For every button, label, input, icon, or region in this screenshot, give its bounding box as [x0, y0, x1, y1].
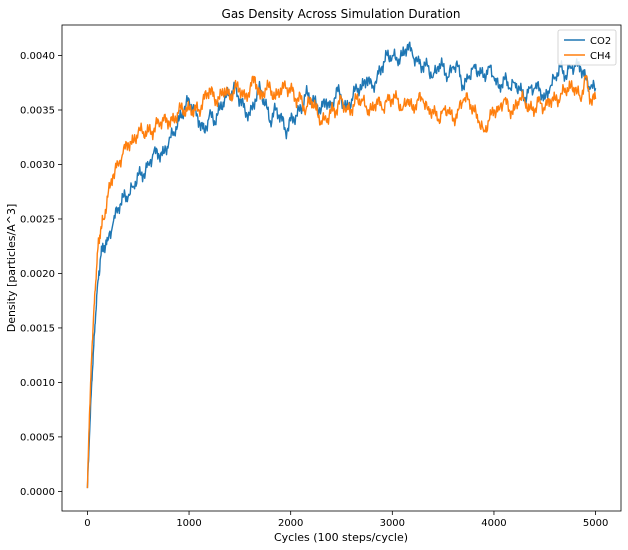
y-tick-label: 0.0030 [20, 160, 55, 171]
legend: CO2 CH4 [557, 29, 617, 66]
plot-frame [61, 24, 622, 512]
series-layer [86, 41, 597, 489]
y-tick-label: 0.0025 [20, 214, 55, 225]
y-axis: 0.0000 0.0005 0.0010 0.0015 0.0020 0.0025 0.00… [20, 51, 62, 498]
y-tick-label: 0.0005 [20, 432, 55, 443]
x-axis-label: Cycles (100 steps/cycle) [274, 531, 408, 544]
chart-title: Gas Density Across Simulation Duration [222, 7, 461, 21]
x-tick-label: 0 [84, 518, 90, 529]
x-axis: 0 1000 2000 3000 4000 5000 [84, 511, 608, 529]
y-tick-label: 0.0035 [20, 105, 55, 116]
x-tick-label: 3000 [380, 518, 405, 529]
plot-area [61, 24, 622, 512]
y-tick-label: 0.0040 [20, 51, 55, 62]
x-tick-label: 5000 [583, 518, 608, 529]
legend-label-ch4: CH4 [590, 51, 611, 62]
y-axis-label: Density [particles/A^3] [5, 204, 18, 333]
y-tick-label: 0.0010 [20, 378, 55, 389]
y-tick-label: 0.0015 [20, 323, 55, 334]
legend-box [557, 29, 617, 66]
legend-label-co2: CO2 [590, 36, 611, 47]
x-tick-label: 1000 [176, 518, 201, 529]
y-tick-label: 0.0000 [20, 487, 55, 498]
x-tick-label: 2000 [278, 518, 303, 529]
y-tick-label: 0.0020 [20, 269, 55, 280]
series-line-ch4 [86, 74, 597, 489]
x-tick-label: 4000 [481, 518, 506, 529]
